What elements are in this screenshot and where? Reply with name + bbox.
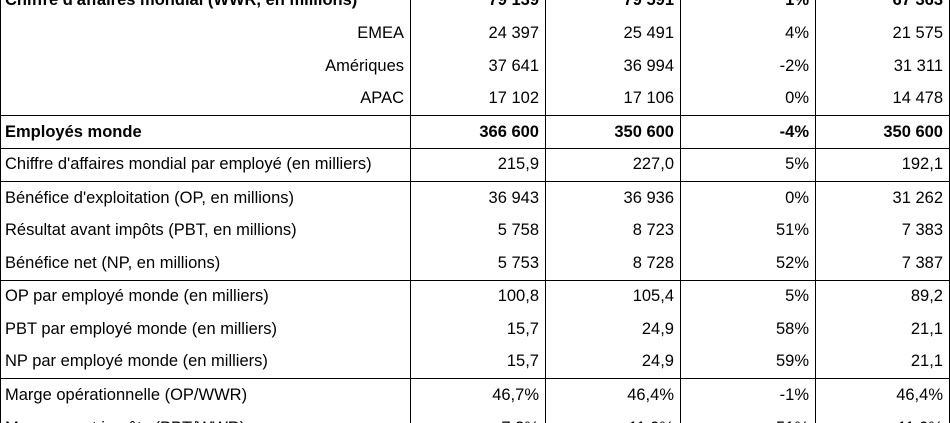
row-label: EMEA bbox=[0, 16, 411, 50]
cell-value: -4% bbox=[680, 115, 816, 149]
table-row: Résultat avant impôts (PBT, en millions)… bbox=[0, 214, 950, 248]
cell-value: 36 994 bbox=[545, 49, 681, 83]
cell-value: 5% bbox=[680, 147, 816, 182]
cell-value: 79 591 bbox=[545, 0, 681, 17]
row-label: APAC bbox=[0, 82, 411, 116]
row-label: OP par employé monde (en milliers) bbox=[0, 279, 411, 313]
table-row: Employés monde 366 600 350 600 -4% 350 600 bbox=[0, 115, 950, 149]
table-row: Bénéfice net (NP, en millions) 5 753 8 728… bbox=[0, 247, 950, 281]
cell-value: 8 728 bbox=[545, 247, 681, 281]
cell-value: -2% bbox=[680, 49, 816, 83]
cell-value: 8 723 bbox=[545, 214, 681, 248]
cell-value: 79 139 bbox=[410, 0, 546, 17]
row-label: Marge avant impôts (PBT/WWR) bbox=[0, 411, 411, 423]
cell-value: 5 753 bbox=[410, 247, 546, 281]
row-label: Bénéfice d'exploitation (OP, en millions… bbox=[0, 180, 411, 215]
cell-value: 5 758 bbox=[410, 214, 546, 248]
cell-value: 15,7 bbox=[410, 345, 546, 379]
cell-value: 11,0% bbox=[545, 411, 681, 423]
cell-value: 46,4% bbox=[545, 378, 681, 412]
cell-value: 4% bbox=[680, 16, 816, 50]
cell-value: 21 575 bbox=[815, 16, 950, 50]
cell-value: 17 106 bbox=[545, 82, 681, 116]
cell-value: 100,8 bbox=[410, 279, 546, 313]
row-label: Chiffre d'affaires mondial (WWR, en mill… bbox=[0, 0, 411, 17]
row-label: Marge opérationnelle (OP/WWR) bbox=[0, 378, 411, 412]
cell-value: 36 936 bbox=[545, 180, 681, 215]
cell-value: 215,9 bbox=[410, 147, 546, 182]
cell-value: 1% bbox=[680, 0, 816, 17]
row-label: Bénéfice net (NP, en millions) bbox=[0, 247, 411, 281]
cell-value: -1% bbox=[680, 378, 816, 412]
row-label: Chiffre d'affaires mondial par employé (… bbox=[0, 147, 411, 182]
cell-value: 21,1 bbox=[815, 312, 950, 346]
table-row: Chiffre d'affaires mondial (WWR, en mill… bbox=[0, 0, 950, 17]
cell-value: 89,2 bbox=[815, 279, 950, 313]
row-label: NP par employé monde (en milliers) bbox=[0, 345, 411, 379]
row-label: Employés monde bbox=[0, 115, 411, 149]
table-row: NP par employé monde (en milliers) 15,7 24… bbox=[0, 345, 950, 379]
cell-value: 31 311 bbox=[815, 49, 950, 83]
table-row: Marge avant impôts (PBT/WWR)7,3%11,0%51%… bbox=[0, 411, 950, 423]
cell-value: 192,1 bbox=[815, 147, 950, 182]
table-row: OP par employé monde (en milliers) 100,8 1… bbox=[0, 279, 950, 313]
row-label: PBT par employé monde (en milliers) bbox=[0, 312, 411, 346]
cell-value: 24,9 bbox=[545, 312, 681, 346]
table-row: Amériques 37 641 36 994 -2% 31 311 bbox=[0, 49, 950, 83]
cell-value: 46,4% bbox=[815, 378, 950, 412]
cell-value: 37 641 bbox=[410, 49, 546, 83]
table-row: Chiffre d'affaires mondial par employé (… bbox=[0, 147, 950, 182]
cell-value: 52% bbox=[680, 247, 816, 281]
cell-value: 0% bbox=[680, 180, 816, 215]
cell-value: 24,9 bbox=[545, 345, 681, 379]
cell-value: 350 600 bbox=[545, 115, 681, 149]
cell-value: 46,7% bbox=[410, 378, 546, 412]
cell-value: 51% bbox=[680, 411, 816, 423]
cell-value: 31 262 bbox=[815, 180, 950, 215]
cell-value: 25 491 bbox=[545, 16, 681, 50]
cell-value: 36 943 bbox=[410, 180, 546, 215]
cell-value: 11,0% bbox=[815, 411, 950, 423]
cell-value: 15,7 bbox=[410, 312, 546, 346]
cell-value: 51% bbox=[680, 214, 816, 248]
cell-value: 14 478 bbox=[815, 82, 950, 116]
table-row: Marge opérationnelle (OP/WWR) 46,7% 46,4% -… bbox=[0, 378, 950, 412]
table-row: APAC 17 102 17 106 0% 14 478 bbox=[0, 82, 950, 116]
cell-value: 350 600 bbox=[815, 115, 950, 149]
cell-value: 227,0 bbox=[545, 147, 681, 182]
row-label: Amériques bbox=[0, 49, 411, 83]
cell-value: 58% bbox=[680, 312, 816, 346]
cell-value: 105,4 bbox=[545, 279, 681, 313]
cell-value: 5% bbox=[680, 279, 816, 313]
cell-value: 0% bbox=[680, 82, 816, 116]
cell-value: 24 397 bbox=[410, 16, 546, 50]
cell-value: 59% bbox=[680, 345, 816, 379]
cell-value: 7 383 bbox=[815, 214, 950, 248]
cell-value: 366 600 bbox=[410, 115, 546, 149]
cell-value: 21,1 bbox=[815, 345, 950, 379]
row-label: Résultat avant impôts (PBT, en millions) bbox=[0, 214, 411, 248]
table-row: EMEA 24 397 25 491 4% 21 575 bbox=[0, 16, 950, 50]
table-row: Bénéfice d'exploitation (OP, en millions… bbox=[0, 180, 950, 215]
table-row: PBT par employé monde (en milliers) 15,7 2… bbox=[0, 312, 950, 346]
cell-value: 7 387 bbox=[815, 247, 950, 281]
cell-value: 67 363 bbox=[815, 0, 950, 17]
cell-value: 17 102 bbox=[410, 82, 546, 116]
cell-value: 7,3% bbox=[410, 411, 546, 423]
